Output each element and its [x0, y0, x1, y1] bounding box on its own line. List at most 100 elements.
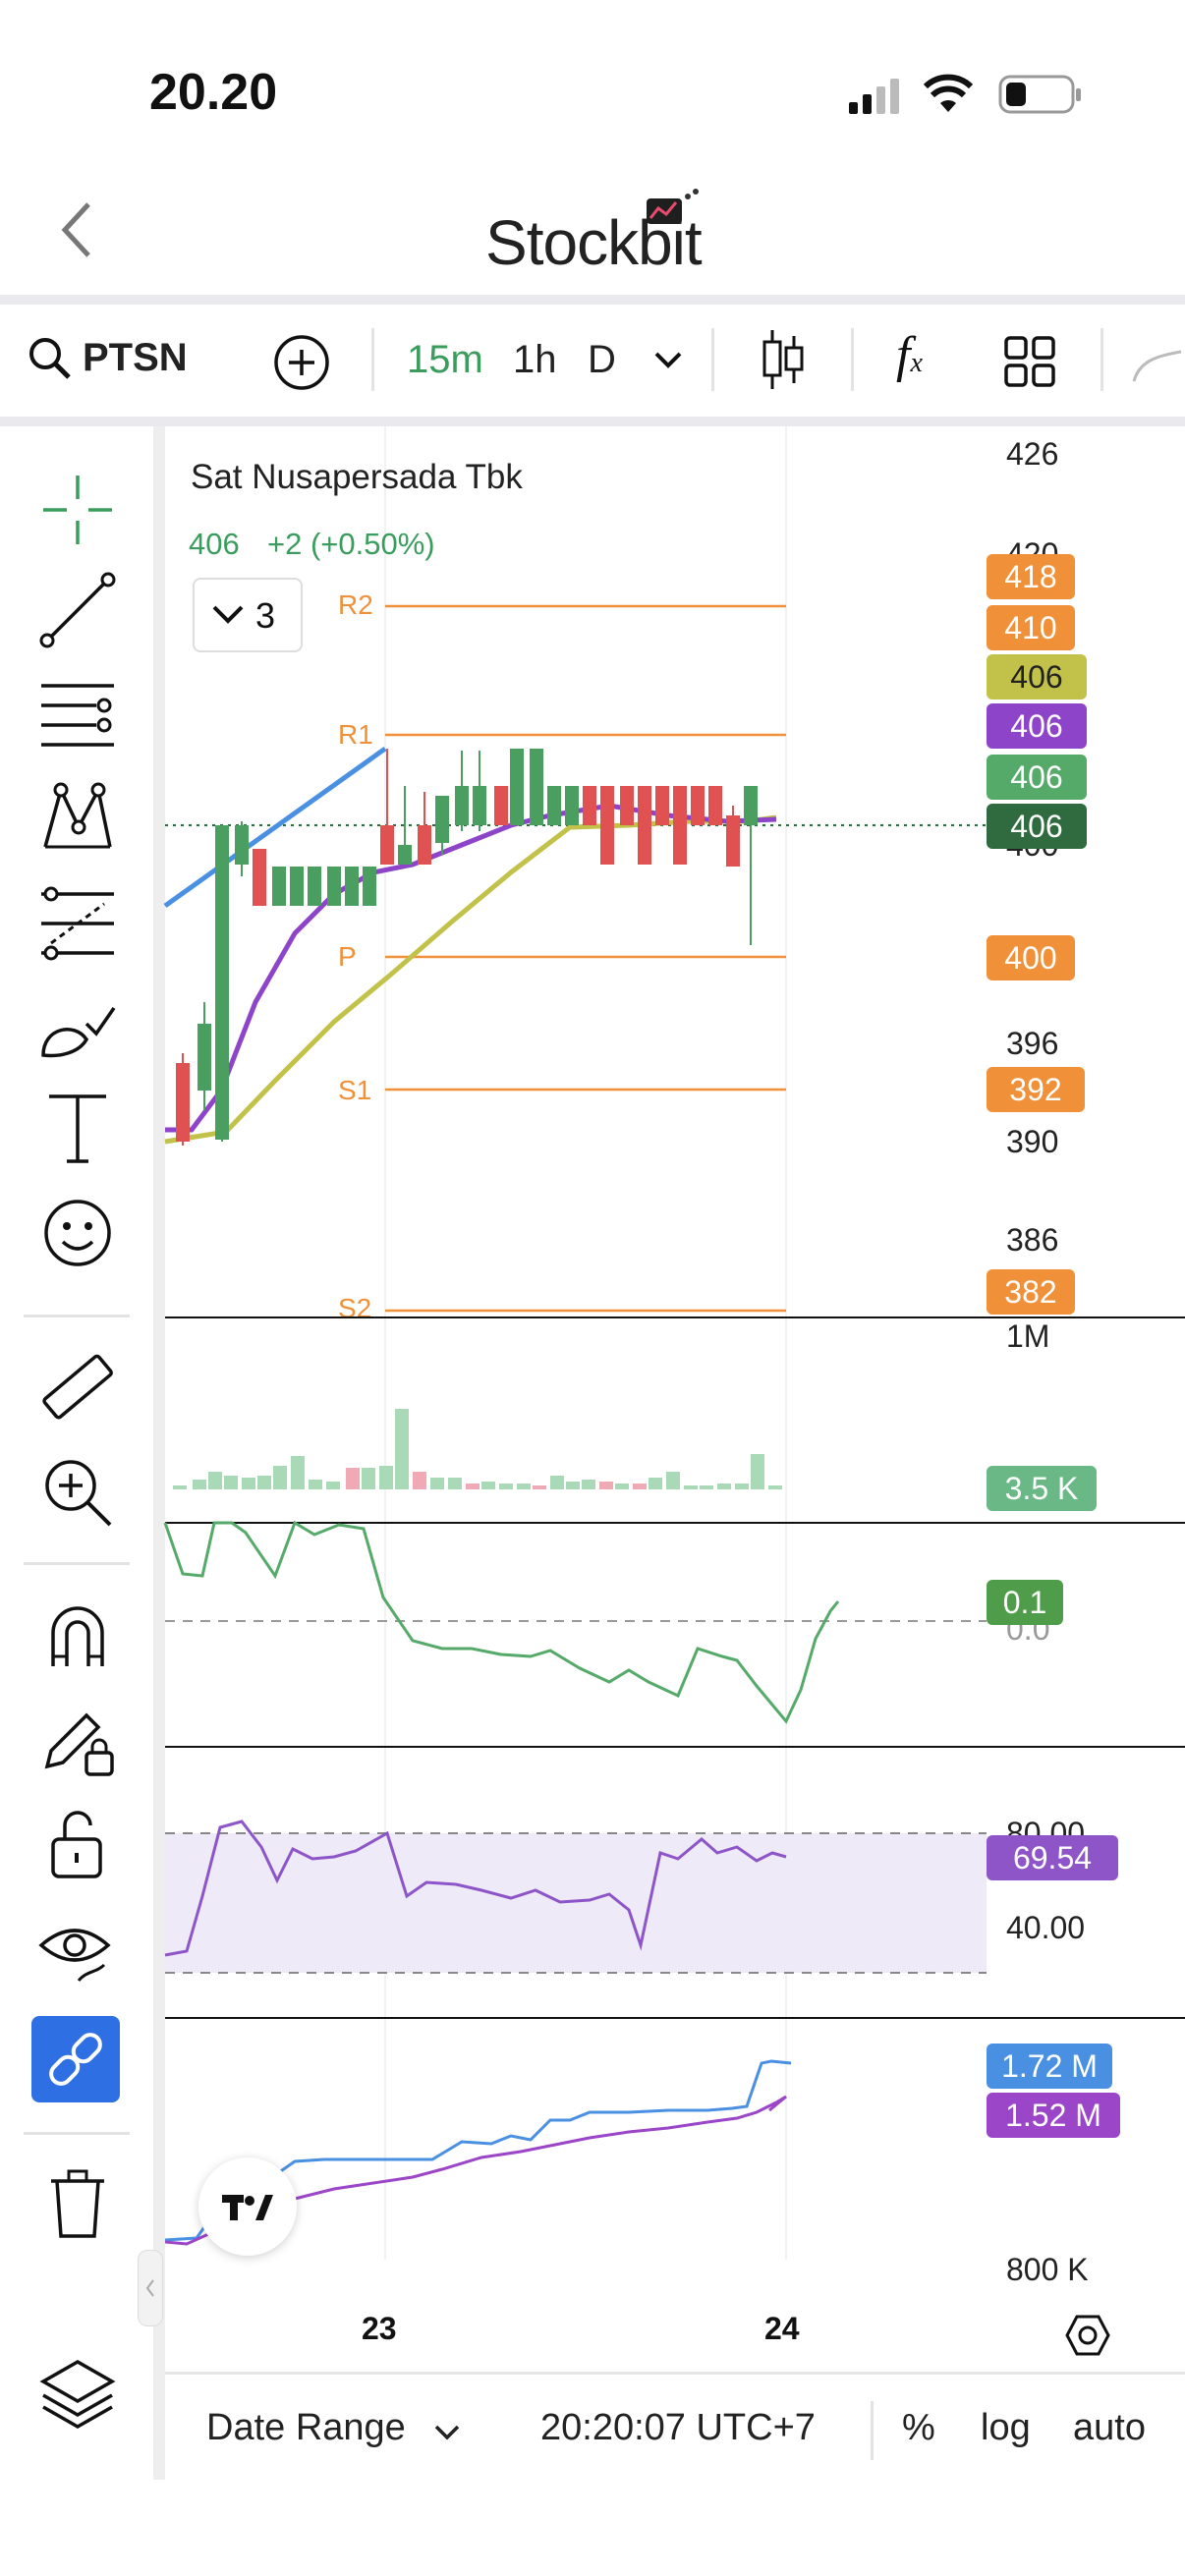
volume-bar: [481, 1482, 495, 1489]
chart-toolbar: PTSN 15m 1h D fx: [0, 307, 1185, 413]
candle-body: [655, 786, 669, 825]
candle-body: [691, 786, 705, 825]
volume-bar: [717, 1484, 731, 1489]
visibility-icon[interactable]: [35, 1906, 120, 1990]
candle-body: [235, 825, 249, 865]
back-chevron-icon[interactable]: [57, 200, 96, 259]
indicator-toggle-button[interactable]: 3: [193, 578, 303, 652]
price-tag-r2: 418: [987, 554, 1075, 599]
price-tag-last: 406: [987, 804, 1087, 849]
price-tag-s1: 392: [987, 1067, 1085, 1112]
volume-bar: [291, 1456, 305, 1489]
link-button[interactable]: [31, 2016, 120, 2102]
crosshair-icon[interactable]: [35, 468, 120, 552]
lock-drawing-icon[interactable]: [35, 1698, 120, 1782]
tradingview-logo[interactable]: [198, 2157, 297, 2256]
obv-tag-purple: 1.52 M: [987, 2093, 1120, 2138]
volume-bar: [224, 1476, 238, 1489]
trash-icon[interactable]: [35, 2161, 120, 2246]
symbol-label[interactable]: PTSN: [83, 336, 188, 379]
divider: [165, 2372, 1185, 2375]
volume-bar: [413, 1472, 426, 1489]
candle-body: [547, 786, 561, 825]
forecast-tools-icon[interactable]: [35, 880, 120, 965]
volume-bar: [257, 1476, 271, 1489]
trend-line-icon[interactable]: [35, 568, 120, 652]
candle-body: [510, 749, 524, 825]
rsi-axis-label: 40.00: [1006, 1910, 1086, 1945]
logo-chart-icon: [647, 189, 699, 224]
brush-icon[interactable]: [1130, 346, 1185, 385]
log-scale-button[interactable]: log: [981, 2407, 1031, 2448]
chevron-down-icon[interactable]: [652, 346, 684, 375]
volume-bar: [768, 1485, 782, 1489]
date-range-button[interactable]: Date Range: [206, 2407, 406, 2448]
divider: [851, 328, 854, 391]
magnet-icon[interactable]: [35, 1594, 120, 1678]
candle-body: [398, 845, 412, 865]
volume-bar: [550, 1476, 564, 1489]
volume-bar: [208, 1472, 222, 1489]
volume-bar: [533, 1485, 546, 1489]
add-symbol-icon[interactable]: [273, 334, 330, 391]
axis-settings-icon[interactable]: [1065, 2313, 1110, 2358]
brush-tool-icon[interactable]: [35, 984, 120, 1069]
ruler-icon[interactable]: [35, 1346, 120, 1430]
zoom-in-icon[interactable]: [35, 1450, 120, 1535]
drawing-tools-sidebar: [0, 426, 155, 2478]
status-time: 20.20: [149, 64, 278, 121]
candle-body: [215, 825, 229, 1140]
chevron-left-icon: [145, 2279, 154, 2297]
layout-grid-icon[interactable]: [1002, 334, 1057, 389]
volume-bar: [684, 1485, 698, 1489]
interval-d[interactable]: D: [588, 338, 616, 381]
volume-bar: [362, 1468, 375, 1489]
interval-15m[interactable]: 15m: [407, 338, 483, 381]
unlock-icon[interactable]: [35, 1802, 120, 1886]
candle-body: [530, 749, 543, 825]
chevron-down-icon: [434, 2425, 460, 2440]
interval-1h[interactable]: 1h: [513, 338, 557, 381]
volume-bar: [566, 1482, 580, 1489]
layers-icon[interactable]: [35, 2352, 120, 2436]
auto-scale-button[interactable]: auto: [1073, 2407, 1146, 2448]
obv-axis-label: 800 K: [1006, 2252, 1089, 2287]
chart-clock[interactable]: 20:20:07 UTC+7: [540, 2407, 816, 2448]
candle-body: [363, 867, 376, 906]
volume-bar: [326, 1482, 340, 1489]
candle-body: [583, 786, 596, 825]
price-change: +2 (+0.50%): [267, 527, 435, 561]
volume-bar: [735, 1484, 749, 1489]
percent-scale-button[interactable]: %: [902, 2407, 935, 2448]
candle-body: [327, 867, 341, 906]
horizontal-lines-icon[interactable]: [35, 672, 120, 756]
search-icon[interactable]: [28, 336, 73, 381]
rsi-tag: 69.54: [987, 1835, 1118, 1880]
indicator-count: 3: [255, 595, 276, 636]
pivot-label-r1: R1: [338, 719, 373, 750]
emoji-icon[interactable]: [35, 1191, 120, 1275]
candle-body: [473, 786, 486, 825]
text-tool-icon[interactable]: [35, 1087, 120, 1171]
candle-body: [435, 796, 449, 843]
company-name: Sat Nusapersada Tbk: [191, 458, 523, 496]
candle-body: [494, 786, 508, 825]
link-icon: [49, 2033, 102, 2086]
volume-bar: [379, 1466, 393, 1489]
divider: [371, 328, 374, 391]
candle-body: [418, 825, 431, 865]
volume-bar: [649, 1478, 662, 1489]
app-header: [0, 177, 1185, 295]
pattern-icon[interactable]: [35, 776, 120, 861]
time-axis-label: 24: [764, 2311, 800, 2346]
divider: [24, 1315, 130, 1317]
collapse-sidebar-handle[interactable]: [138, 2250, 163, 2326]
indicators-icon[interactable]: fx: [896, 327, 923, 383]
candlestick-icon[interactable]: [759, 326, 806, 393]
volume-bar: [273, 1466, 287, 1489]
divider: [24, 1562, 130, 1565]
wifi-icon: [924, 74, 973, 112]
divider: [24, 2132, 130, 2135]
divider: [871, 2401, 874, 2460]
